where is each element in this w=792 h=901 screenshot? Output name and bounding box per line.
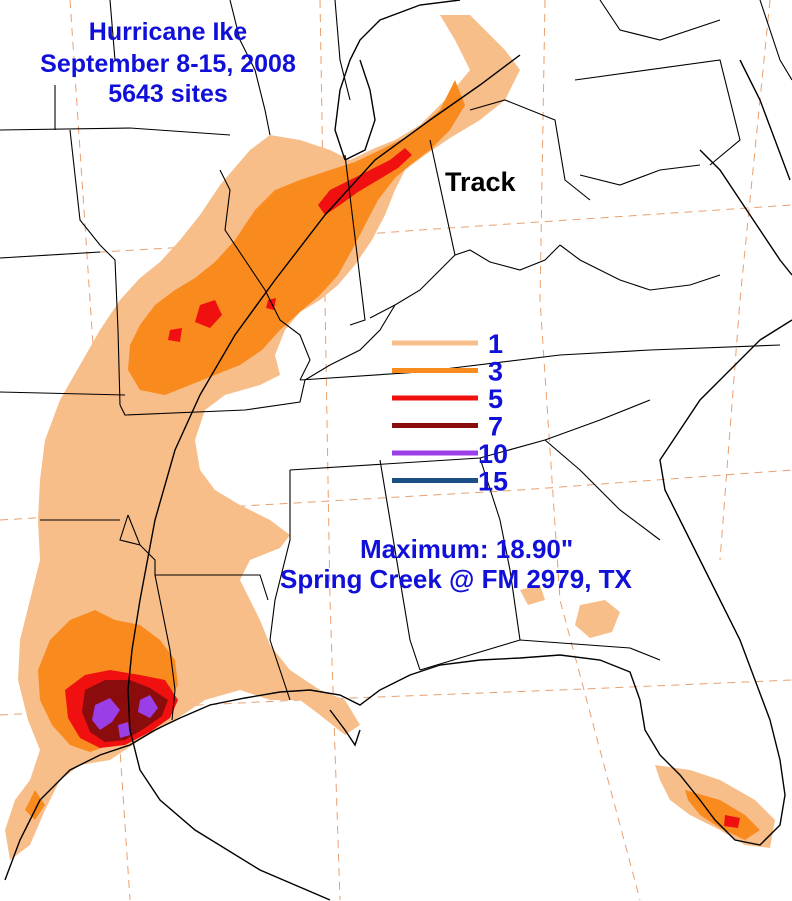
legend-label-1: 1	[488, 329, 503, 359]
maximum-value: Maximum: 18.90"	[360, 534, 573, 564]
legend-label-5: 5	[488, 384, 503, 414]
track-label: Track	[445, 167, 517, 197]
title-line-1: Hurricane Ike	[89, 18, 248, 46]
title-line-2: September 8-15, 2008	[40, 50, 296, 78]
title-line-3: 5643 sites	[108, 80, 228, 108]
state-boundaries	[0, 0, 792, 721]
maximum-annotation: Maximum: 18.90" Spring Creek @ FM 2979, …	[280, 534, 633, 594]
legend-label-3: 3	[488, 357, 503, 387]
map-title: Hurricane Ike September 8-15, 2008 5643 …	[40, 18, 296, 108]
legend-label-7: 7	[488, 412, 503, 442]
legend-label-10: 10	[478, 439, 508, 469]
hurricane-track	[127, 54, 521, 901]
maximum-location: Spring Creek @ FM 2979, TX	[280, 564, 633, 594]
legend-label-15: 15	[478, 467, 508, 497]
coastlines	[4, 0, 792, 881]
rainfall-10-inch	[92, 695, 158, 738]
